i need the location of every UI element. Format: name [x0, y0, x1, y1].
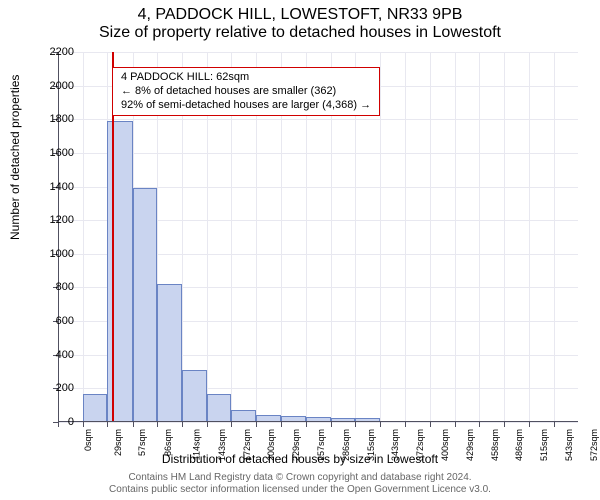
gridline-v	[83, 52, 84, 422]
histogram-bar	[133, 188, 157, 422]
x-tick	[281, 422, 282, 427]
legend-box: 4 PADDOCK HILL: 62sqm ← 8% of detached h…	[112, 67, 380, 116]
gridline-h	[58, 422, 578, 423]
gridline-v	[405, 52, 406, 422]
y-tick-label: 2200	[24, 46, 74, 58]
histogram-bar	[182, 370, 207, 422]
y-tick-label: 1800	[24, 113, 74, 125]
chart-plot-area: 4 PADDOCK HILL: 62sqm ← 8% of detached h…	[58, 52, 578, 422]
x-tick-label: 429sqm	[465, 429, 475, 461]
gridline-v	[504, 52, 505, 422]
histogram-bar	[83, 394, 107, 422]
y-tick-label: 1400	[24, 181, 74, 193]
x-tick	[182, 422, 183, 427]
x-tick	[107, 422, 108, 427]
x-tick	[455, 422, 456, 427]
y-tick-label: 1200	[24, 214, 74, 226]
x-tick-label: 343sqm	[390, 429, 400, 461]
x-tick-label: 400sqm	[440, 429, 450, 461]
title-line2: Size of property relative to detached ho…	[0, 24, 600, 42]
x-tick	[554, 422, 555, 427]
x-tick-label: 229sqm	[291, 429, 301, 461]
x-tick	[331, 422, 332, 427]
footer-line1: Contains HM Land Registry data © Crown c…	[0, 472, 600, 484]
x-axis-line	[58, 421, 578, 422]
footer: Contains HM Land Registry data © Crown c…	[0, 472, 600, 496]
x-tick-label: 543sqm	[564, 429, 574, 461]
gridline-v	[380, 52, 381, 422]
y-axis-title: Number of detached properties	[8, 75, 22, 240]
x-tick-label: 515sqm	[539, 429, 549, 461]
y-tick-label: 200	[24, 382, 74, 394]
x-tick	[157, 422, 158, 427]
legend-line3: 92% of semi-detached houses are larger (…	[121, 99, 371, 113]
x-tick-label: 286sqm	[341, 429, 351, 461]
gridline-v	[529, 52, 530, 422]
x-tick	[256, 422, 257, 427]
x-tick-label: 0sqm	[83, 429, 93, 451]
y-tick-label: 0	[24, 416, 74, 428]
gridline-v	[430, 52, 431, 422]
histogram-bar	[157, 284, 182, 422]
x-tick	[380, 422, 381, 427]
x-tick-label: 200sqm	[266, 429, 276, 461]
x-tick-label: 86sqm	[163, 429, 173, 456]
x-tick	[405, 422, 406, 427]
x-tick-label: 572sqm	[589, 429, 599, 461]
x-tick	[529, 422, 530, 427]
gridline-h	[58, 119, 578, 120]
y-tick-label: 800	[24, 281, 74, 293]
gridline-v	[479, 52, 480, 422]
y-tick-label: 2000	[24, 80, 74, 92]
legend-line1: 4 PADDOCK HILL: 62sqm	[121, 71, 371, 85]
x-tick-label: 57sqm	[137, 429, 147, 456]
x-tick	[133, 422, 134, 427]
x-tick	[504, 422, 505, 427]
x-tick-label: 458sqm	[490, 429, 500, 461]
x-tick	[306, 422, 307, 427]
y-tick-label: 400	[24, 349, 74, 361]
x-tick-label: 257sqm	[316, 429, 326, 461]
gridline-h	[58, 52, 578, 53]
x-tick-label: 114sqm	[191, 429, 201, 460]
x-tick-label: 315sqm	[366, 429, 376, 461]
x-tick	[355, 422, 356, 427]
y-axis-line	[58, 52, 59, 422]
y-tick-label: 1000	[24, 248, 74, 260]
gridline-v	[554, 52, 555, 422]
x-tick	[231, 422, 232, 427]
x-tick	[207, 422, 208, 427]
x-tick	[430, 422, 431, 427]
x-tick	[479, 422, 480, 427]
gridline-h	[58, 153, 578, 154]
title-line1: 4, PADDOCK HILL, LOWESTOFT, NR33 9PB	[0, 6, 600, 24]
y-tick-label: 1600	[24, 147, 74, 159]
gridline-v	[455, 52, 456, 422]
x-tick-label: 29sqm	[113, 429, 123, 456]
x-tick-label: 486sqm	[514, 429, 524, 461]
x-tick	[83, 422, 84, 427]
y-tick-label: 600	[24, 315, 74, 327]
histogram-bar	[207, 394, 231, 422]
x-tick-label: 143sqm	[217, 429, 227, 461]
x-tick-label: 372sqm	[415, 429, 425, 461]
legend-line2: ← 8% of detached houses are smaller (362…	[121, 85, 371, 99]
chart-title: 4, PADDOCK HILL, LOWESTOFT, NR33 9PB Siz…	[0, 0, 600, 42]
x-tick-label: 172sqm	[242, 429, 252, 461]
footer-line2: Contains public sector information licen…	[0, 484, 600, 496]
